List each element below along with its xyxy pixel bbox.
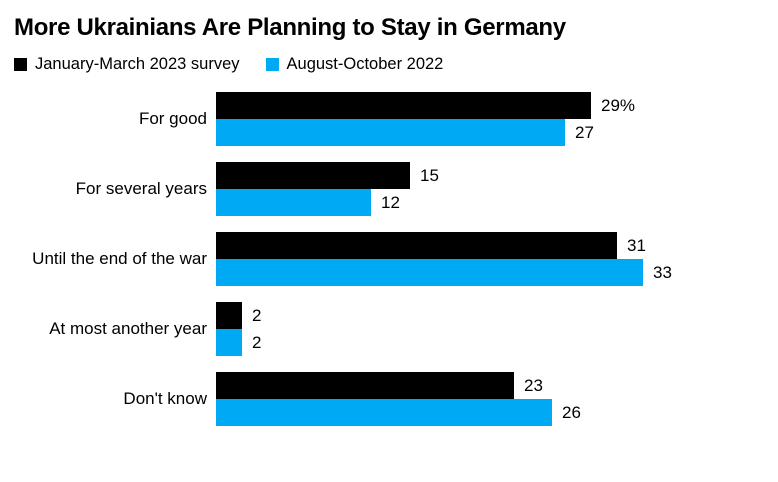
category-label: At most another year <box>49 319 207 339</box>
value-label: 26 <box>562 402 581 422</box>
legend-swatch-blue <box>265 58 279 71</box>
category-label: Until the end of the war <box>32 249 207 269</box>
legend-item-aug-oct-2022: August-October 2022 <box>265 55 444 74</box>
bar-pair: 15 12 <box>216 162 439 216</box>
bar-group: Don't know 23 26 <box>0 372 778 426</box>
bar-2023-survey <box>216 372 514 399</box>
bar-group: For several years 15 12 <box>0 162 778 216</box>
chart-container: More Ukrainians Are Planning to Stay in … <box>0 14 778 482</box>
bar-line: 31 <box>216 232 672 259</box>
bar-line: 29% <box>216 92 635 119</box>
bar-pair: 23 26 <box>216 372 581 426</box>
legend: January-March 2023 survey August-October… <box>14 55 778 74</box>
bar-2023-survey <box>216 302 242 329</box>
bar-line: 26 <box>216 399 581 426</box>
bar-group: At most another year 2 2 <box>0 302 778 356</box>
bar-2022-survey <box>216 189 371 216</box>
bar-line: 12 <box>216 189 439 216</box>
bar-2023-survey <box>216 92 591 119</box>
legend-label-jan-march-2023: January-March 2023 survey <box>35 55 240 73</box>
bar-2022-survey <box>216 399 552 426</box>
category-label: For good <box>138 109 207 129</box>
value-label: 2 <box>252 305 262 325</box>
legend-item-jan-march-2023: January-March 2023 survey <box>14 55 240 74</box>
value-label: 23 <box>524 375 543 395</box>
value-label: 29% <box>601 95 636 115</box>
bar-2023-survey <box>216 232 617 259</box>
legend-label-aug-oct-2022: August-October 2022 <box>286 55 444 73</box>
value-label: 27 <box>575 122 594 142</box>
category-label: For several years <box>75 179 207 199</box>
bar-chart: For good 29% 27 For several years 15 12 Until … <box>0 92 778 426</box>
bar-line: 27 <box>216 119 635 146</box>
bar-2022-survey <box>216 259 643 286</box>
bar-line: 33 <box>216 259 672 286</box>
value-label: 15 <box>420 165 439 185</box>
legend-swatch-black <box>14 58 27 71</box>
value-label: 12 <box>381 192 400 212</box>
bar-2022-survey <box>216 119 565 146</box>
bar-2023-survey <box>216 162 410 189</box>
category-label: Don't know <box>123 389 207 409</box>
bar-line: 15 <box>216 162 439 189</box>
bar-group: For good 29% 27 <box>0 92 778 146</box>
bar-line: 2 <box>216 329 261 356</box>
chart-title: More Ukrainians Are Planning to Stay in … <box>14 14 566 41</box>
bar-line: 23 <box>216 372 581 399</box>
value-label: 2 <box>252 332 262 352</box>
value-label: 31 <box>627 235 646 255</box>
bar-pair: 31 33 <box>216 232 672 286</box>
bar-line: 2 <box>216 302 261 329</box>
bar-pair: 29% 27 <box>216 92 635 146</box>
bar-group: Until the end of the war 31 33 <box>0 232 778 286</box>
bar-2022-survey <box>216 329 242 356</box>
value-label: 33 <box>653 262 672 282</box>
